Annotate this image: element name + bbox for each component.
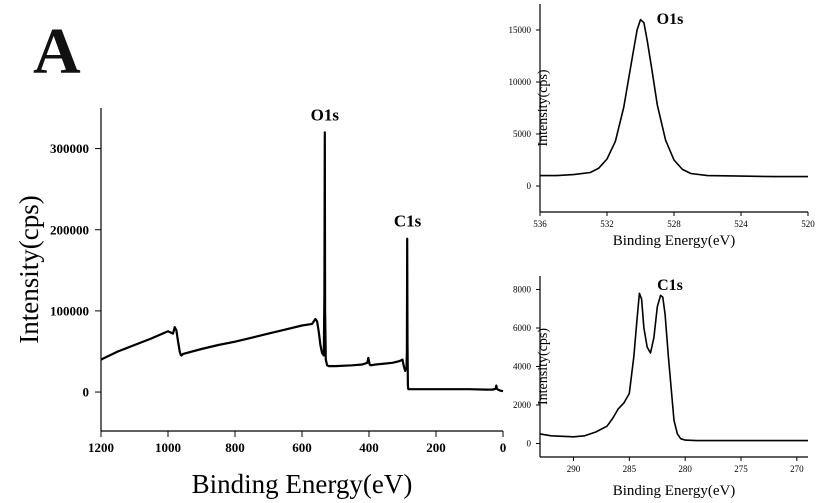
chart2-y-tick-label: 10000 bbox=[509, 77, 532, 87]
chart1-y-tick-label: 100000 bbox=[50, 303, 89, 318]
chart3-y-tick-label: 8000 bbox=[513, 285, 532, 295]
chart3-y-tick-label: 0 bbox=[527, 439, 532, 449]
chart2-x-tick-label: 532 bbox=[600, 219, 614, 229]
chart3-x-axis-label: Binding Energy(eV) bbox=[613, 483, 736, 499]
chart1-x-axis-label: Binding Energy(eV) bbox=[192, 469, 413, 499]
chart1-x-tick-label: 600 bbox=[292, 440, 312, 455]
chart2-y-tick-label: 5000 bbox=[513, 129, 532, 139]
chart1-x-tick-label: 1000 bbox=[155, 440, 181, 455]
chart3-x-tick-label: 285 bbox=[623, 464, 637, 474]
chart3-y-tick-label: 6000 bbox=[513, 323, 532, 333]
chart1-x-tick-label: 800 bbox=[225, 440, 245, 455]
chart1-x-tick-label: 200 bbox=[426, 440, 446, 455]
chart2-series-line bbox=[540, 18, 808, 178]
chart3-x-tick-label: 275 bbox=[734, 464, 748, 474]
chart3-series-line bbox=[539, 292, 808, 442]
chart2-y-tick-label: 0 bbox=[527, 181, 532, 191]
chart1-series-line bbox=[100, 131, 504, 393]
chart1-y-tick-label: 0 bbox=[83, 385, 90, 400]
chart1-x-tick-label: 400 bbox=[359, 440, 379, 455]
chart1-peak-label: C1s bbox=[394, 212, 422, 231]
chart2-x-tick-label: 520 bbox=[801, 219, 815, 229]
chart2-x-tick-label: 524 bbox=[734, 219, 748, 229]
chart2-x-tick-label: 536 bbox=[533, 219, 547, 229]
chart3-y-axis-label: Intensity(cps) bbox=[536, 328, 551, 405]
chart1-y-tick-label: 300000 bbox=[50, 141, 89, 156]
chart3-x-tick-label: 290 bbox=[567, 464, 581, 474]
chart2-x-tick-label: 528 bbox=[667, 219, 681, 229]
chart1-x-tick-label: 0 bbox=[500, 440, 507, 455]
chart3-y-tick-label: 2000 bbox=[513, 400, 532, 410]
chart2-x-axis-label: Binding Energy(eV) bbox=[613, 233, 736, 249]
chart2-y-axis-label: Intensity(cps) bbox=[536, 69, 551, 146]
chart3-title: C1s bbox=[657, 277, 683, 294]
chart2-title: O1s bbox=[657, 11, 684, 28]
chart3-x-tick-label: 280 bbox=[678, 464, 692, 474]
chart1-y-tick-label: 200000 bbox=[50, 222, 89, 237]
panel-label: A bbox=[33, 15, 81, 88]
chart1-peak-label: O1s bbox=[311, 105, 340, 124]
chart1-y-axis-label: Intensity(cps) bbox=[14, 195, 44, 343]
chart3-y-tick-label: 4000 bbox=[513, 362, 532, 372]
chart3-x-tick-label: 270 bbox=[790, 464, 804, 474]
chart2-y-tick-label: 15000 bbox=[509, 25, 532, 35]
chart1-x-tick-label: 1200 bbox=[88, 440, 114, 455]
